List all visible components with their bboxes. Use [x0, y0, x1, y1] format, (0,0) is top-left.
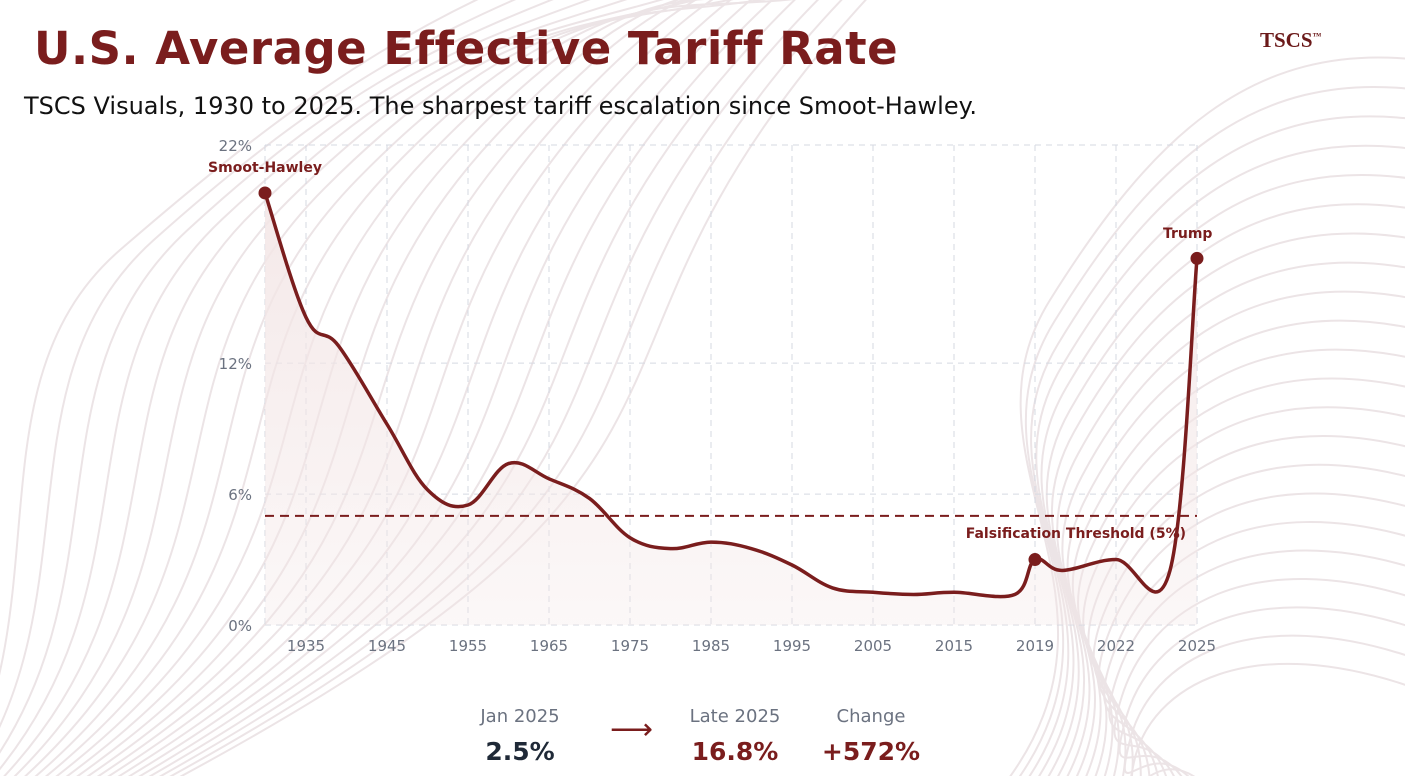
- data-point-marker: [1028, 553, 1042, 567]
- contour-line: [23, 0, 700, 776]
- contour-line: [1050, 232, 1405, 776]
- chart-title: U.S. Average Effective Tariff Rate: [34, 22, 899, 75]
- contour-line: [3, 0, 628, 776]
- contour-line: [1035, 144, 1405, 776]
- data-point-marker: [1190, 251, 1204, 265]
- stat-value: 16.8%: [691, 737, 779, 766]
- stat-label: Late 2025: [689, 706, 781, 727]
- x-tick-label: 2015: [935, 637, 973, 655]
- tscs-logo: TSCS™: [1260, 28, 1322, 53]
- contour-line: [1045, 203, 1405, 776]
- annotation-label: Smoot-Hawley: [208, 160, 322, 176]
- annotation-label: Trump 2: [1163, 226, 1227, 242]
- logo-trademark: ™: [1312, 31, 1322, 41]
- contour-line: [1123, 634, 1405, 776]
- x-tick-label: 2025: [1178, 637, 1216, 655]
- data-point-marker: [258, 186, 272, 200]
- contour-line: [1118, 606, 1405, 776]
- contour-line: [0, 0, 479, 676]
- x-tick-label: 2005: [854, 637, 892, 655]
- x-tick-label: 1935: [287, 637, 325, 655]
- contour-line: [1108, 549, 1405, 776]
- tariff-line-chart: 0% 6% 12% 22% 1935 1945 1955 1965 1975 1985 1995 20…: [208, 137, 1227, 655]
- y-tick-label: 12%: [219, 355, 252, 373]
- x-tick-label: 1975: [611, 637, 649, 655]
- contour-line: [55, 0, 795, 776]
- arrow-icon: ⟶: [610, 713, 654, 746]
- stat-late-2025: Late 2025 16.8%: [665, 706, 805, 766]
- x-tick-label: 1955: [449, 637, 487, 655]
- x-tick-label: 1995: [773, 637, 811, 655]
- series-line: [263, 191, 1199, 599]
- contour-line: [0, 0, 591, 770]
- stat-jan-2025: Jan 2025 2.5%: [450, 706, 590, 766]
- stat-label: Jan 2025: [480, 706, 560, 727]
- stat-value: 2.5%: [485, 737, 555, 766]
- contour-line: [1071, 348, 1405, 776]
- contour-line: [1018, 85, 1405, 776]
- stat-change: Change +572%: [801, 706, 941, 766]
- x-tick-label: 1945: [368, 637, 406, 655]
- area-fill: [265, 192, 1197, 626]
- contour-line: [0, 0, 517, 728]
- chart-subtitle: TSCS Visuals, 1930 to 2025. The sharpest…: [24, 92, 978, 120]
- stat-label: Change: [836, 706, 906, 727]
- contour-line: [1113, 578, 1405, 776]
- y-tick-label: 0%: [228, 617, 252, 635]
- y-tick-label: 6%: [228, 486, 252, 504]
- contour-line: [13, 0, 664, 776]
- contour-line: [0, 0, 554, 754]
- threshold-label: Falsification Threshold (5%): [966, 526, 1186, 542]
- x-tick-label: 1965: [530, 637, 568, 655]
- contour-line: [1066, 319, 1405, 776]
- x-tick-label: 2019: [1016, 637, 1054, 655]
- x-tick-label: 1985: [692, 637, 730, 655]
- logo-text: TSCS: [1260, 28, 1313, 52]
- contour-line: [1103, 521, 1405, 776]
- contour-line: [1028, 115, 1405, 776]
- x-tick-label: 2022: [1097, 637, 1135, 655]
- contour-line: [1008, 56, 1405, 776]
- contour-line: [1040, 174, 1405, 776]
- contour-line: [1056, 261, 1405, 776]
- contour-line: [65, 0, 706, 776]
- stat-value: +572%: [821, 737, 921, 766]
- contour-line: [1130, 662, 1405, 776]
- y-tick-label: 22%: [219, 137, 252, 155]
